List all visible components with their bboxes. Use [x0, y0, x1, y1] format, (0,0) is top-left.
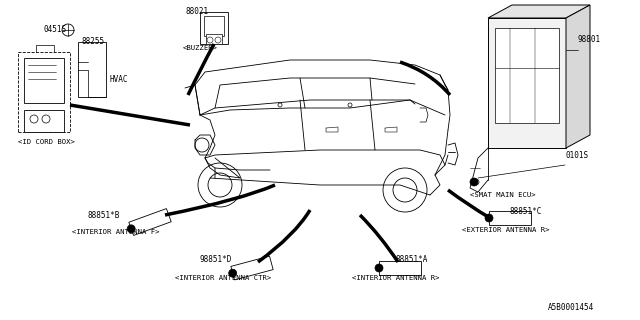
Polygon shape [488, 18, 566, 148]
Bar [24, 110, 64, 132]
Circle shape [375, 264, 383, 272]
Bar [78, 42, 106, 97]
Text: <EXTERIOR ANTENNA R>: <EXTERIOR ANTENNA R> [462, 227, 550, 233]
Text: 88255: 88255 [82, 37, 105, 46]
Polygon shape [231, 256, 273, 280]
Text: <INTERIOR ANTENNA R>: <INTERIOR ANTENNA R> [352, 275, 440, 281]
Circle shape [485, 214, 493, 222]
Bar [18, 52, 70, 132]
Text: 0101S: 0101S [565, 150, 588, 159]
Text: <SMAT MAIN ECU>: <SMAT MAIN ECU> [470, 192, 536, 198]
Text: 98801: 98801 [578, 36, 601, 44]
Circle shape [127, 225, 135, 233]
Text: 0451S: 0451S [44, 26, 67, 35]
Circle shape [228, 269, 237, 277]
Text: A5B0001454: A5B0001454 [548, 303, 595, 313]
Text: 88851*C: 88851*C [510, 207, 542, 217]
Text: <INTERIOR ANTENNA F>: <INTERIOR ANTENNA F> [72, 229, 159, 235]
Polygon shape [489, 211, 531, 225]
Bar [204, 16, 224, 36]
Polygon shape [129, 209, 171, 236]
Text: 88021: 88021 [185, 7, 208, 17]
Polygon shape [566, 5, 590, 148]
Text: 98851*D: 98851*D [200, 255, 232, 265]
Circle shape [470, 178, 478, 186]
Text: <BUZZER>: <BUZZER> [183, 45, 218, 51]
Text: <ID CORD BOX>: <ID CORD BOX> [18, 139, 75, 145]
Text: <INTERIOR ANTENNA CTR>: <INTERIOR ANTENNA CTR> [175, 275, 271, 281]
Text: 88851*A: 88851*A [395, 255, 428, 265]
Text: HVAC: HVAC [110, 76, 129, 84]
Bar [495, 28, 559, 123]
Polygon shape [488, 5, 590, 18]
Bar [24, 58, 64, 103]
Text: 88851*B: 88851*B [88, 211, 120, 220]
Bar [200, 12, 228, 44]
Bar [206, 34, 222, 44]
Polygon shape [379, 261, 421, 275]
